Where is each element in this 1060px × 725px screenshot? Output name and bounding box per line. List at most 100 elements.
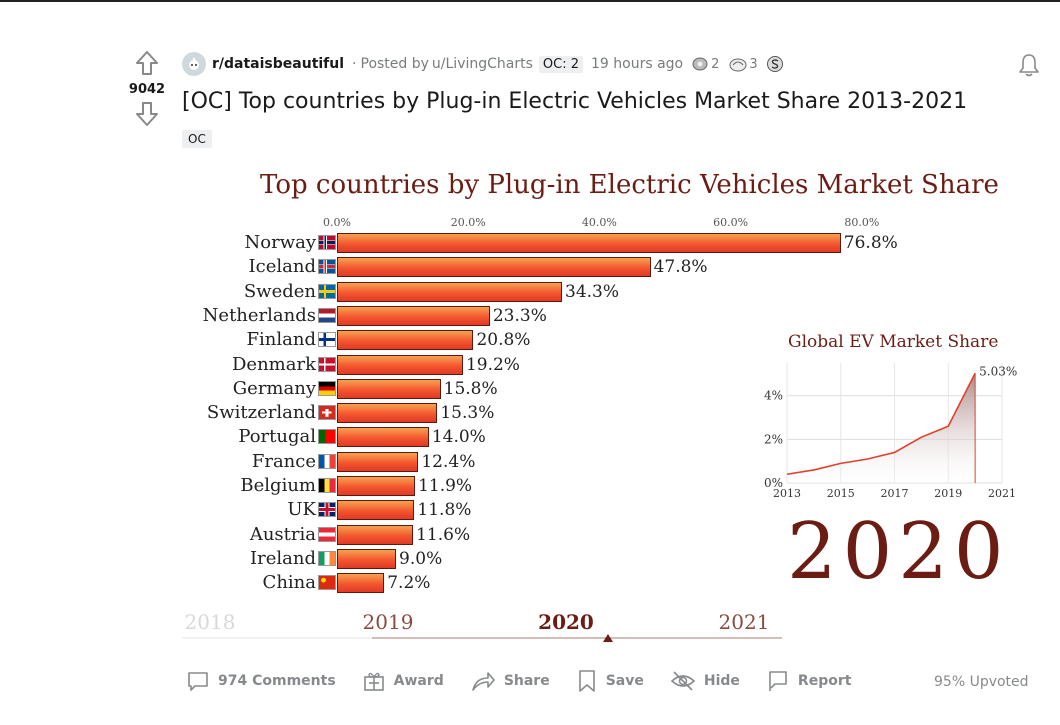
- share-button[interactable]: Share: [470, 669, 550, 693]
- report-button[interactable]: Report: [766, 669, 852, 693]
- award-badge-2[interactable]: 3: [727, 55, 758, 73]
- post-meta: r/dataisbeautiful · Posted by u/LivingCh…: [182, 52, 784, 76]
- flag-icon: [318, 478, 336, 493]
- inset-area: [787, 373, 976, 483]
- bar-row: Portugal 14.0%: [182, 426, 1038, 448]
- bar: [337, 427, 429, 448]
- inset-end-label: 5.03%: [979, 364, 1017, 378]
- flag-icon: [318, 526, 336, 542]
- bar-row: Finland 20.8%: [182, 330, 1038, 351]
- save-button[interactable]: Save: [576, 669, 644, 693]
- bar: [337, 354, 463, 375]
- bar-row: UK 11.8%: [182, 499, 1038, 521]
- post-image-chart[interactable]: Top countries by Plug-in Electric Vehicl…: [182, 162, 1038, 652]
- inset-x-tick: 2021: [988, 487, 1016, 500]
- award-count-2: 3: [749, 56, 758, 72]
- inset-chart-title: Global EV Market Share: [788, 332, 999, 352]
- bar-row: Switzerland 15.3%: [182, 402, 1038, 424]
- bar-row: Ireland 9.0%: [182, 547, 1038, 569]
- x-tick-label: 20.0%: [450, 216, 486, 229]
- bar: [337, 451, 419, 472]
- country-label: Ireland: [250, 547, 316, 569]
- bar-value-label: 20.8%: [476, 330, 531, 351]
- flag-icon: [769, 671, 787, 691]
- bar: [337, 548, 397, 569]
- award-coin-icon: [766, 56, 783, 72]
- bar: [337, 257, 651, 278]
- flag-icon: [318, 550, 336, 566]
- bar: [337, 500, 415, 521]
- comments-button[interactable]: 974 Comments: [186, 669, 336, 693]
- bar-row: Germany 15.8%: [182, 377, 1038, 399]
- inset-y-tick: 4%: [764, 389, 783, 403]
- timeline-year: 2018: [184, 610, 236, 634]
- bar-row: Netherlands 23.3%: [182, 304, 1038, 326]
- username-link[interactable]: u/LivingCharts: [431, 56, 533, 72]
- award-button[interactable]: Award: [362, 669, 444, 693]
- award-label: Award: [393, 673, 444, 689]
- chart-title: Top countries by Plug-in Electric Vehicl…: [260, 170, 999, 200]
- subreddit-name[interactable]: r/dataisbeautiful: [212, 56, 345, 72]
- bar: [337, 233, 841, 253]
- bar: [337, 305, 490, 326]
- inset-x-tick: 2013: [773, 487, 801, 500]
- bar-value-label: 14.0%: [431, 427, 486, 448]
- country-label: Netherlands: [202, 304, 316, 326]
- country-label: Iceland: [248, 256, 316, 278]
- flag-icon: [318, 307, 336, 323]
- report-label: Report: [797, 673, 852, 689]
- x-tick-label: 40.0%: [581, 216, 617, 229]
- bar-value-label: 34.3%: [565, 281, 620, 302]
- country-label: UK: [287, 499, 316, 521]
- upvote-ratio: 95% Upvoted: [934, 674, 1029, 690]
- bar-value-label: 12.4%: [421, 451, 476, 472]
- upvote-arrow-icon[interactable]: [135, 50, 159, 76]
- bar-row: China 7.2%: [182, 572, 1038, 594]
- award-badge-1[interactable]: 2: [691, 55, 719, 73]
- inset-y-tick: 0%: [764, 476, 783, 490]
- inset-x-tick: 2017: [881, 487, 909, 500]
- global-ev-area-chart: 0% 2% 4% 2013 2015 2017 2019 2021 5.03%: [764, 363, 1017, 500]
- share-label: Share: [503, 673, 550, 689]
- country-label: China: [262, 572, 316, 594]
- bar-value-label: 23.3%: [492, 305, 547, 326]
- bar: [337, 378, 441, 399]
- post-title[interactable]: [OC] Top countries by Plug-in Electric V…: [182, 89, 968, 114]
- bar-row: France 12.4%: [182, 450, 1038, 472]
- country-label: Austria: [249, 523, 316, 545]
- award-silver-icon: [692, 57, 708, 71]
- year-timeline: 2018 2019 2020 2021: [182, 606, 782, 646]
- bar-row: Sweden 34.3%: [182, 281, 1038, 302]
- flag-icon: [318, 453, 336, 469]
- inset-x-tick: 2015: [827, 487, 855, 500]
- country-label: France: [251, 450, 316, 472]
- post-action-bar: 974 Comments Award Share Save Hide Repor…: [186, 666, 877, 696]
- bar-value-label: 7.2%: [387, 573, 431, 594]
- timeline-marker-icon: [603, 634, 613, 642]
- award-badge-3[interactable]: [766, 55, 784, 73]
- post-flair[interactable]: OC: [182, 130, 212, 148]
- award-helpful-icon: [729, 58, 747, 72]
- bar: [337, 476, 416, 496]
- bar-value-label: 11.6%: [416, 524, 471, 545]
- flag-icon: [318, 429, 336, 445]
- notification-bell-icon[interactable]: [1016, 52, 1042, 78]
- country-label: Denmark: [232, 353, 316, 375]
- post-time[interactable]: 19 hours ago: [591, 56, 684, 72]
- bar: [337, 330, 474, 351]
- eye-hidden-icon: [670, 671, 696, 691]
- bar-row: Norway 76.8%: [182, 233, 1038, 253]
- subreddit-icon[interactable]: [182, 52, 206, 76]
- user-flair: OC: 2: [538, 55, 583, 73]
- country-label: Germany: [232, 377, 316, 399]
- vote-column: 9042: [122, 50, 172, 127]
- hide-button[interactable]: Hide: [670, 669, 740, 693]
- country-label: Belgium: [240, 475, 316, 496]
- country-label: Portugal: [238, 426, 316, 448]
- country-label: Switzerland: [206, 402, 316, 424]
- timeline-year: 2021: [718, 610, 770, 634]
- flag-icon: [318, 380, 336, 396]
- bar-row: Denmark 19.2%: [182, 353, 1038, 375]
- timeline-axis: [182, 634, 782, 642]
- downvote-arrow-icon[interactable]: [135, 101, 159, 127]
